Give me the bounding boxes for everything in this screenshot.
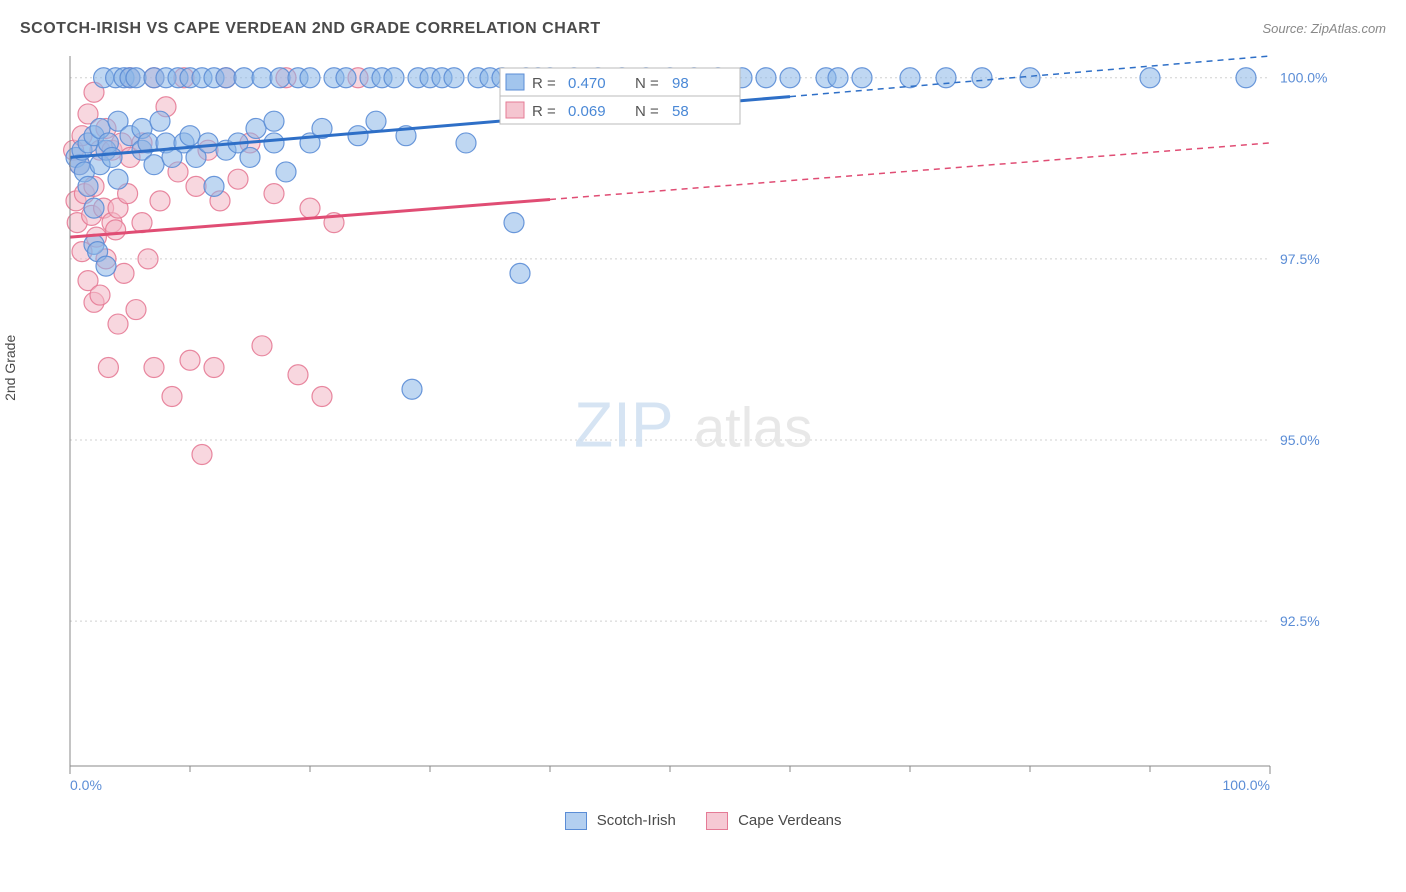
chart-header: SCOTCH-IRISH VS CAPE VERDEAN 2ND GRADE C… [20,20,1386,38]
svg-text:R =: R = [532,103,556,120]
svg-text:atlas: atlas [694,396,812,459]
correlation-scatter-chart: 92.5% 95.0% 97.5% 100.0% ZIP atlas 0.0% 100.0% R… [20,46,1350,806]
y-axis-label: 2nd Grade [2,335,18,401]
svg-text:95.0%: 95.0% [1280,432,1320,448]
legend-swatch-icon [565,812,587,830]
svg-text:92.5%: 92.5% [1280,613,1320,629]
chart-source: Source: ZipAtlas.com [1262,21,1386,36]
svg-text:98: 98 [672,75,689,92]
svg-text:100.0%: 100.0% [1280,70,1327,86]
svg-text:N =: N = [635,75,659,92]
svg-text:0.470: 0.470 [568,75,606,92]
legend-label: Cape Verdeans [738,812,841,829]
legend-item-cape-verdeans: Cape Verdeans [706,812,842,830]
svg-text:R =: R = [532,75,556,92]
legend-item-scotch-irish: Scotch-Irish [565,812,676,830]
legend-swatch-icon [706,812,728,830]
svg-text:100.0%: 100.0% [1223,777,1270,793]
legend-label: Scotch-Irish [597,812,676,829]
svg-text:0.0%: 0.0% [70,777,102,793]
svg-text:97.5%: 97.5% [1280,251,1320,267]
svg-text:58: 58 [672,103,689,120]
svg-text:N =: N = [635,103,659,120]
svg-text:ZIP: ZIP [574,389,674,461]
chart-title: SCOTCH-IRISH VS CAPE VERDEAN 2ND GRADE C… [20,20,601,38]
chart-container: 2nd Grade 92.5%95.0%97.5%100.0%ZIPatlas0… [20,46,1386,806]
svg-text:0.069: 0.069 [568,103,606,120]
bottom-legend: Scotch-Irish Cape Verdeans [20,812,1386,830]
